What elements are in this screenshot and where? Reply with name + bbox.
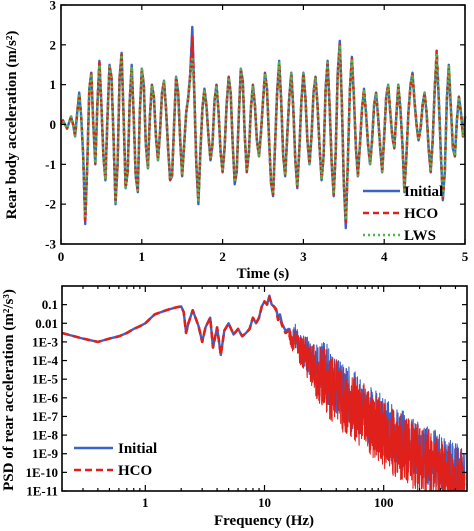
- time-chart-legend: Initial HCO LWS: [363, 184, 443, 244]
- x-tick-label: 5: [462, 249, 469, 264]
- psd-chart-ylabel: PSD of rear acceleration (m²/s³): [1, 289, 17, 491]
- y-tick-label: 1E-4: [32, 353, 59, 368]
- y-tick-label: 1E-5: [32, 372, 59, 387]
- y-tick-label: 1: [50, 77, 57, 92]
- x-tick-label: 100: [374, 495, 394, 510]
- legend-label-initial: Initial: [404, 184, 443, 200]
- psd-chart-xlabel: Frequency (Hz): [214, 513, 314, 529]
- y-tick-label: 1E-7: [32, 409, 59, 424]
- time-chart-ylabel: Rear body acceleration (m/s²): [4, 31, 20, 220]
- y-tick-label: -2: [45, 197, 56, 212]
- psd-chart-ticks: 1 10 100 0.1 0.01 1E-3 1E-4 1E-5 1E-6 1E-7 1E-8 1E-…: [26, 286, 467, 510]
- y-tick-label: 0: [50, 117, 57, 132]
- time-chart-xlabel: Time (s): [237, 266, 290, 282]
- y-tick-label: 1E-3: [32, 334, 59, 349]
- x-tick-label: 1: [142, 495, 149, 510]
- time-chart-ticks: 0 1 2 3 4 5 -3 -2 -1 0 1 2 3: [45, 0, 469, 264]
- y-tick-label: 1E-8: [32, 428, 59, 443]
- y-tick-label: -1: [45, 157, 56, 172]
- y-tick-label: 0.01: [35, 316, 58, 331]
- x-tick-label: 0: [58, 249, 65, 264]
- y-tick-label: 2: [50, 37, 57, 52]
- y-tick-label: 3: [50, 0, 57, 13]
- psd-chart-legend: Initial HCO: [74, 441, 157, 479]
- legend-label-initial: Initial: [118, 441, 157, 457]
- time-chart-plot-area: [59, 25, 467, 230]
- y-tick-label: 1E-6: [32, 390, 59, 405]
- legend-label-lws: LWS: [404, 228, 436, 244]
- y-tick-label: 0.1: [42, 297, 58, 312]
- x-tick-label: 4: [381, 249, 388, 264]
- series-line-lws: [59, 43, 467, 222]
- y-tick-label: 1E-9: [32, 446, 59, 461]
- legend-label-hco: HCO: [118, 463, 152, 479]
- y-tick-label: 1E-11: [26, 484, 58, 499]
- x-tick-label: 3: [300, 249, 307, 264]
- time-chart: 0 1 2 3 4 5 -3 -2 -1 0 1 2 3 Time (s) Rear body acce…: [4, 0, 469, 282]
- psd-chart-plot-area: [61, 294, 466, 492]
- series-spectrum-hco: [288, 328, 466, 492]
- psd-chart: 1 10 100 0.1 0.01 1E-3 1E-4 1E-5 1E-6 1E-7 1E-8 1E-…: [1, 285, 468, 529]
- x-tick-label: 1: [139, 249, 146, 264]
- y-tick-label: 1E-10: [26, 465, 59, 480]
- legend-label-hco: HCO: [404, 206, 438, 222]
- y-tick-label: -3: [45, 237, 56, 252]
- x-tick-label: 2: [219, 249, 226, 264]
- x-tick-label: 10: [258, 495, 271, 510]
